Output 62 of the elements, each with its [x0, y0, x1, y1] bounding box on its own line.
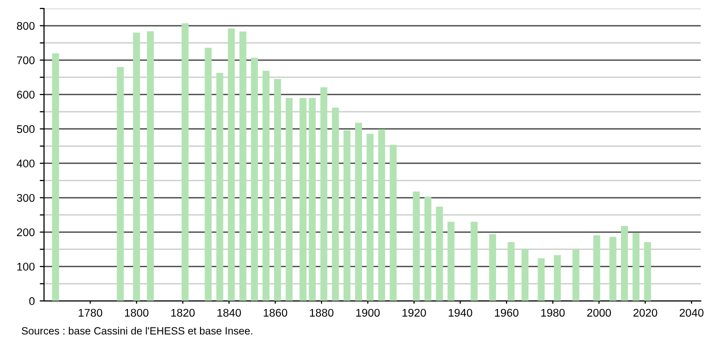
- y-tick-label: 0: [29, 297, 35, 306]
- bar: [300, 98, 306, 301]
- bar: [522, 249, 528, 301]
- bar: [332, 108, 339, 301]
- bar: [216, 72, 224, 301]
- y-tick-label: 300: [16, 194, 35, 202]
- bar: [412, 192, 420, 301]
- bar: [538, 258, 545, 301]
- bar: [593, 235, 600, 301]
- x-tick-label: 1900: [356, 308, 380, 317]
- x-tick-label: 2040: [680, 308, 704, 317]
- bar: [250, 58, 258, 301]
- bar: [508, 242, 515, 301]
- bar: [228, 28, 235, 301]
- bar: [204, 48, 212, 301]
- x-tick-label: 1980: [541, 308, 565, 317]
- y-tick-label: 200: [17, 228, 35, 236]
- x-tick-label: 1780: [78, 308, 102, 317]
- y-tick-label: 800: [16, 22, 35, 30]
- y-tick-label: 600: [17, 90, 35, 99]
- bar: [343, 130, 350, 301]
- bar: [52, 53, 60, 301]
- y-tick-label: 100: [17, 262, 35, 271]
- bar: [320, 87, 328, 301]
- bar: [182, 23, 189, 301]
- x-tick-label: 1920: [402, 308, 426, 317]
- bar: [470, 222, 478, 301]
- x-tick-label: 2000: [587, 308, 611, 317]
- x-tick-label: 1880: [310, 308, 334, 317]
- x-tick-label: 2020: [633, 308, 658, 317]
- bar: [390, 144, 397, 301]
- x-tick-label: 1940: [448, 308, 472, 317]
- x-tick-label: 1820: [171, 308, 195, 317]
- y-tick-label: 700: [17, 56, 35, 64]
- bar: [286, 98, 293, 301]
- bar: [609, 236, 616, 301]
- bar: [239, 32, 246, 301]
- bar: [424, 196, 432, 301]
- x-tick-label: 1860: [264, 308, 288, 317]
- bar: [436, 206, 443, 301]
- bar: [489, 234, 496, 301]
- bar: [355, 122, 362, 301]
- bar: [572, 249, 580, 301]
- bar: [274, 79, 282, 301]
- bar: [366, 134, 374, 301]
- bar: [262, 70, 270, 301]
- bar: [308, 98, 316, 301]
- x-tick-label: 1800: [125, 308, 148, 317]
- y-tick-label: 400: [16, 160, 35, 168]
- y-tick-label: 500: [16, 125, 35, 134]
- bar: [116, 66, 124, 301]
- bar: [448, 222, 454, 301]
- x-tick-label: 1840: [218, 308, 241, 317]
- bar: [632, 233, 640, 301]
- bar: [554, 255, 561, 301]
- bar: [644, 242, 652, 301]
- bar: [146, 31, 154, 301]
- bar: [378, 129, 386, 301]
- source-note: Sources : base Cassini de l'EHESS et base Insee.: [22, 326, 252, 335]
- bar: [133, 32, 140, 301]
- x-tick-label: 1960: [495, 308, 518, 317]
- bar: [620, 226, 628, 301]
